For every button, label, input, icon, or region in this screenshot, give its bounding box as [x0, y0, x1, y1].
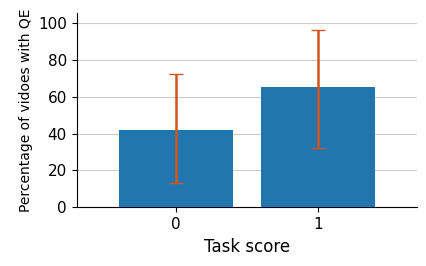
- Bar: [261, 87, 375, 207]
- Y-axis label: Percentage of vidoes with QE: Percentage of vidoes with QE: [18, 9, 32, 212]
- X-axis label: Task score: Task score: [204, 238, 290, 256]
- Bar: [119, 130, 233, 207]
